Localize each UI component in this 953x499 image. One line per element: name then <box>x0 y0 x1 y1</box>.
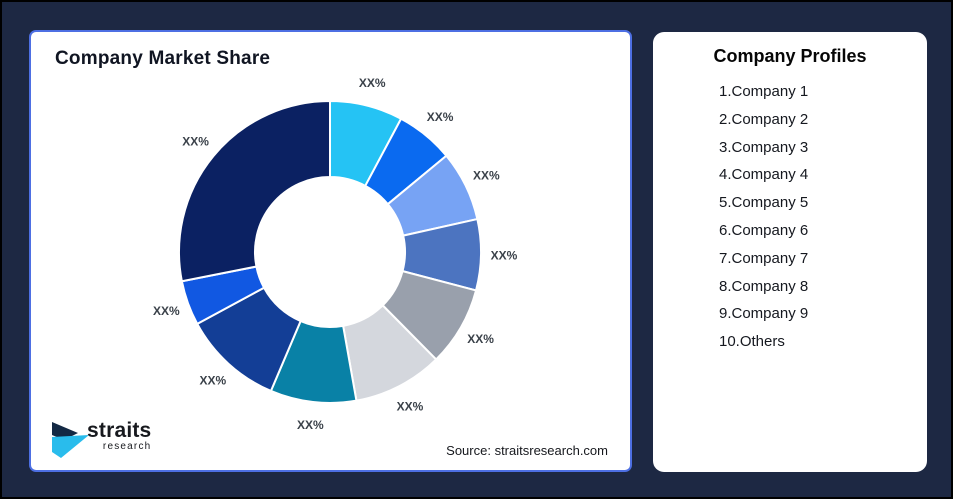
source-text: Source: straitsresearch.com <box>446 443 608 458</box>
donut-segment-others <box>178 100 331 283</box>
donut-label-company-2: XX% <box>427 110 454 124</box>
logo-name: straits <box>87 419 152 442</box>
profile-list-item: 2.Company 2 <box>719 110 809 128</box>
profiles-title: Company Profiles <box>713 46 867 66</box>
profile-list-item: 6.Company 6 <box>719 221 809 239</box>
straits-logo-icon <box>52 422 89 458</box>
profile-list-item: 4.Company 4 <box>719 166 809 184</box>
logo-subtitle: research <box>102 441 152 452</box>
logo-text: straits research <box>87 420 151 452</box>
market-share-donut: XX% XX% XX% XX% XX% XX% XX% XX% XX% XX% <box>153 76 518 432</box>
donut-label-company-9: XX% <box>153 304 180 318</box>
profile-list-item: 5.Company 5 <box>719 194 809 212</box>
donut-label-company-7: XX% <box>297 418 324 432</box>
donut-label-company-4: XX% <box>491 248 518 262</box>
profile-list-item: 7.Company 7 <box>719 249 809 267</box>
market-share-card: XX% XX% XX% XX% XX% XX% XX% XX% XX% XX% Company M… <box>29 30 632 472</box>
profile-list-item: 1.Company 1 <box>719 83 809 100</box>
donut-label-company-8: XX% <box>200 374 227 388</box>
profile-list-item: 3.Company 3 <box>719 138 809 156</box>
donut-label-others: XX% <box>182 135 209 149</box>
donut-label-company-1: XX% <box>359 76 386 90</box>
donut-label-company-5: XX% <box>467 332 494 346</box>
company-profiles-card: Company Profiles 1.Company 1 2.Company 2 3… <box>653 32 927 472</box>
profile-list-item: 9.Company 9 <box>719 305 809 323</box>
profile-list-item: 8.Company 8 <box>719 277 809 295</box>
donut-label-company-6: XX% <box>397 400 424 414</box>
chart-title: Company Market Share <box>55 48 271 69</box>
straits-research-logo: straits research <box>49 420 151 460</box>
donut-label-company-3: XX% <box>473 169 500 183</box>
company-profiles-list: 1.Company 1 2.Company 2 3.Company 3 4.Compa… <box>653 78 927 356</box>
profile-list-item: 10.Others <box>719 333 785 351</box>
